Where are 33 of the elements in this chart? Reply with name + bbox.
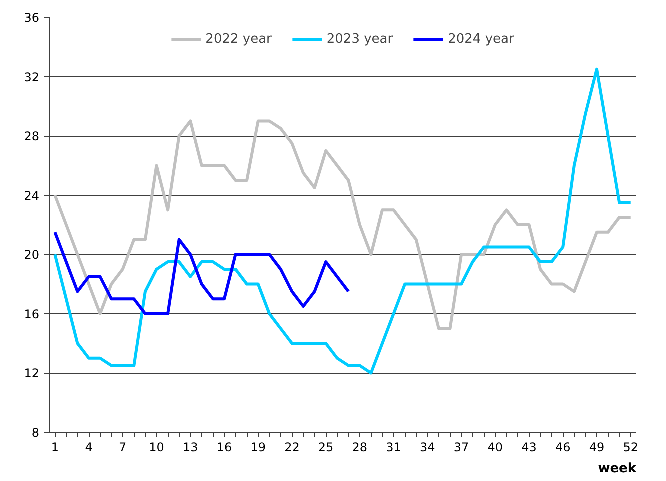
x-tick-label: 7 [119, 440, 127, 454]
legend-label: 2024 year [448, 32, 514, 46]
x-tick-label: 28 [352, 440, 368, 454]
legend-label: 2022 year [206, 32, 272, 46]
x-tick-label: 46 [555, 440, 571, 454]
x-tick-label: 1 [51, 440, 59, 454]
line-series [54, 120, 632, 330]
y-tick-label: 24 [24, 188, 40, 203]
x-tick-label: 13 [182, 440, 198, 454]
x-tick-label: 10 [149, 440, 164, 454]
x-tick-label: 34 [420, 440, 436, 454]
x-tick-label: 43 [522, 440, 537, 454]
x-tick-label: 22 [284, 440, 300, 454]
y-tick-label: 32 [24, 70, 40, 84]
y-tick-label: 8 [32, 426, 40, 440]
y-tick-label: 28 [24, 130, 40, 144]
y-tick-label: 12 [24, 366, 40, 381]
x-tick-label: 25 [318, 440, 334, 454]
line-series [54, 68, 632, 375]
x-tick-label: 49 [589, 440, 605, 454]
y-tick-label: 16 [24, 307, 40, 322]
x-tick-label: 4 [85, 440, 93, 454]
x-tick-label: 52 [623, 440, 638, 454]
x-tick-label: 31 [386, 440, 402, 454]
line-series [54, 230, 350, 316]
x-tick-label: 16 [216, 440, 232, 454]
y-tick-label: 36 [24, 11, 40, 25]
x-tick-label: 19 [250, 440, 266, 454]
legend-label: 2023 year [326, 32, 394, 46]
x-tick-label: 37 [454, 440, 470, 454]
y-tick-label: 20 [24, 248, 40, 262]
x-axis-title: week [598, 462, 637, 476]
x-tick-label: 40 [488, 440, 504, 454]
